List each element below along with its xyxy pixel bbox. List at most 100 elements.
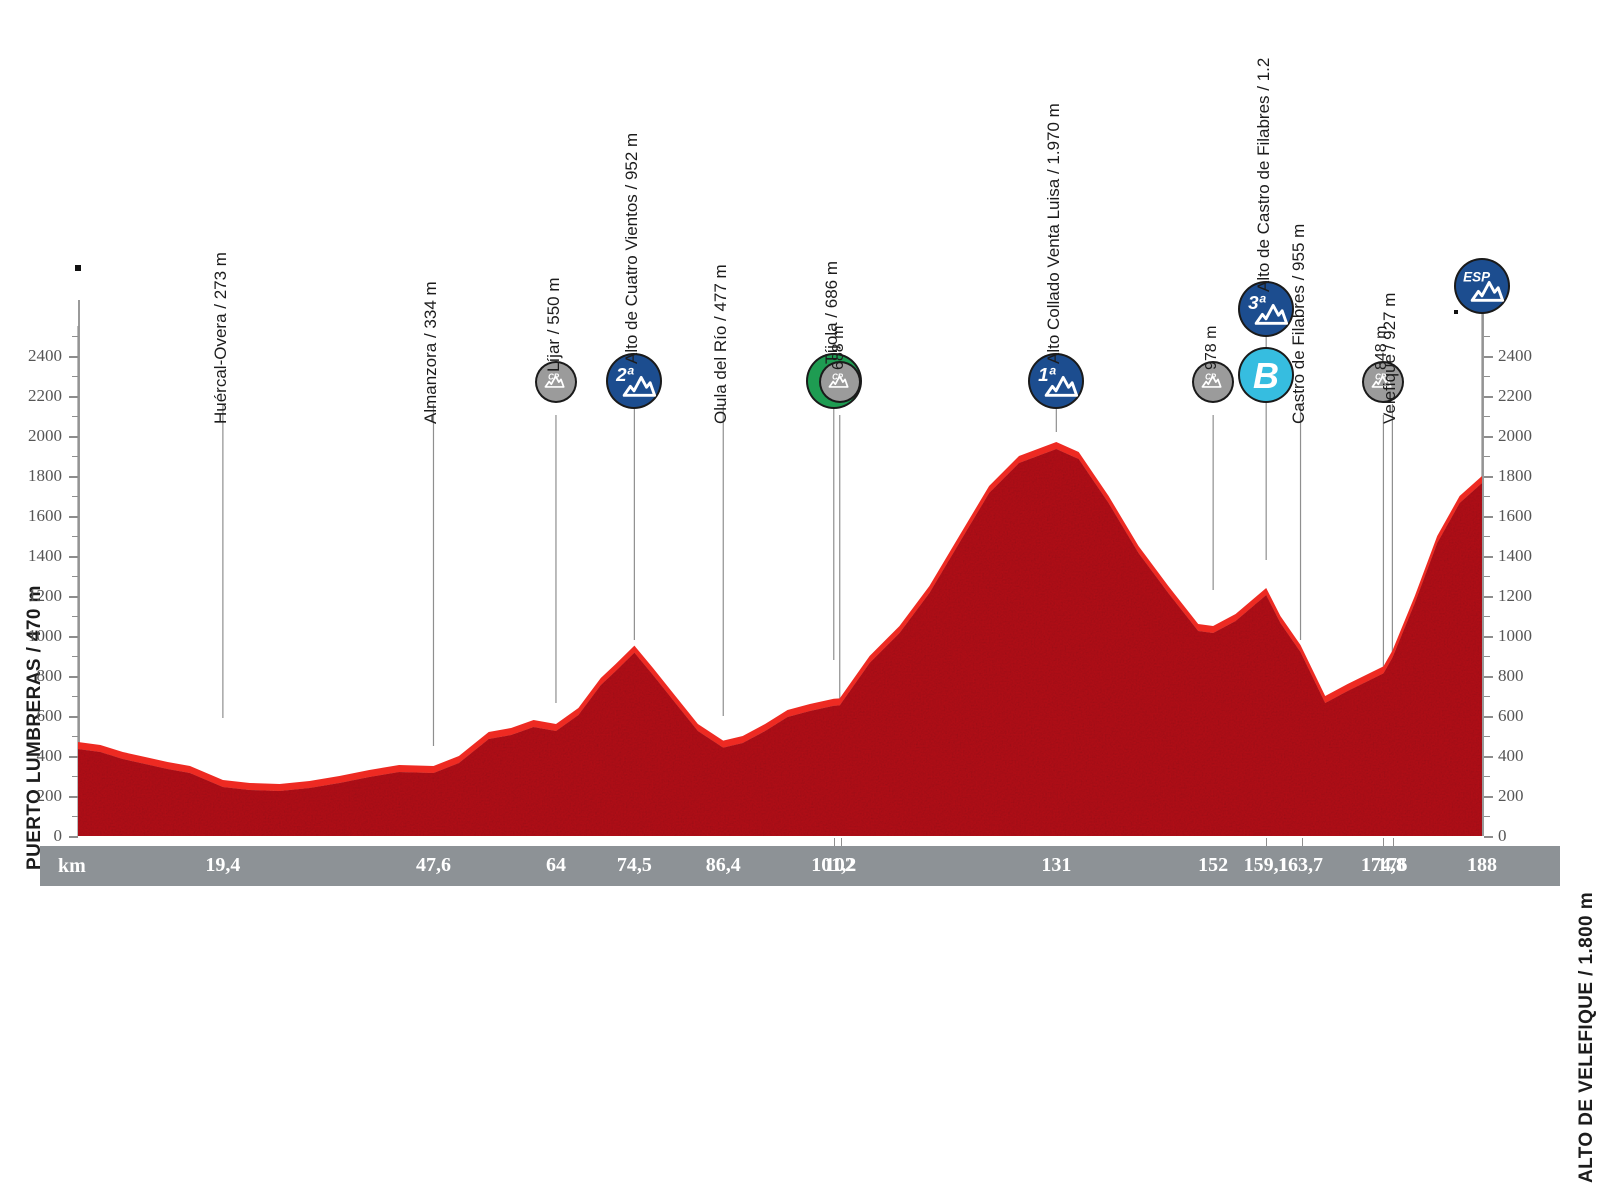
y-tick [69,516,78,518]
y-tick [1484,656,1490,657]
y-axis-label: 1400 [28,546,62,565]
marker-bonificacion[interactable]: B [1240,349,1293,401]
y-tick [69,476,78,478]
mountain-icon: 3ª [1240,283,1293,335]
y-axis-label: 0 [1498,826,1507,845]
y-tick [1484,756,1493,758]
y-tick [1484,636,1493,638]
svg-text:CP: CP [548,372,560,381]
km-axis-label: 64 [545,854,566,876]
y-tick [1484,596,1493,598]
elevation-profile-polygon [78,442,1482,836]
y-tick [1484,496,1490,497]
y-axis-label: 1800 [28,466,62,485]
y-tick [72,456,78,457]
marker-label-lijar: Líjar / 550 m [543,277,563,373]
y-tick [1484,616,1490,617]
marker-label-cp-688: 688 m [829,325,847,370]
y-tick [1484,576,1490,577]
marker-label-alto-collado-venta-luisa: Alto Collado Venta Luisa / 1.970 m [1044,103,1064,364]
y-axis-label: 2000 [1498,426,1532,445]
y-tick [1484,356,1493,358]
y-tick [72,656,78,657]
marker-alto-de-castro-de-filabres[interactable]: 3ª [1240,283,1293,335]
y-axis-label: 800 [1498,666,1524,685]
marker-alto-de-cuatro-vientos[interactable]: 2ª [608,355,661,407]
mountain-icon: 1ª [1030,355,1083,407]
y-axis-label: 600 [36,706,63,725]
y-tick [72,336,78,337]
y-axis-label: 1000 [28,626,62,645]
y-tick [69,756,78,758]
marker-label-almanzora: Almanzora / 334 m [421,281,441,424]
km-axis-label: 131 [1041,854,1072,876]
y-tick [69,556,78,558]
y-axis-label: 200 [36,786,63,805]
y-tick [72,376,78,377]
marker-cp-848[interactable]: CP [1364,363,1403,401]
y-axis-label: 0 [53,826,63,845]
marker-finish[interactable]: ESP [1456,260,1508,312]
y-axis-label: 1200 [1498,586,1532,605]
y-axis-label: 200 [1498,786,1524,805]
finish-location-title: ALTO DE VELEFIQUE / 1.800 m [1576,892,1597,1183]
y-tick [1484,736,1490,737]
marker-cp-978[interactable]: CP [1194,363,1233,401]
marker-lijar[interactable]: CP [536,363,575,401]
y-tick [1484,816,1490,817]
y-tick [69,676,78,678]
y-tick [69,436,78,438]
marker-alto-collado-venta-luisa[interactable]: 1ª [1030,355,1083,407]
marker-label-alto-de-castro-de-filabres: Alto de Castro de Filabres / 1.2 [1254,57,1274,292]
cp-icon: CP [820,363,859,401]
cp-icon: CP [536,363,575,401]
marker-label-huercal-overa: Huércal-Overa / 273 m [210,252,230,424]
y-tick [1484,476,1493,478]
y-tick [69,836,78,838]
svg-text:ESP: ESP [1463,270,1490,285]
y-tick [1484,456,1490,457]
y-tick [72,496,78,497]
y-axis-label: 800 [36,666,63,685]
km-axis-label: 188 [1467,854,1497,876]
km-axis-label: 19,4 [205,854,241,876]
y-axis-label: 2200 [28,386,62,405]
y-tick [69,796,78,798]
elevation-profile-area [78,336,1482,836]
svg-text:3ª: 3ª [1248,292,1266,313]
y-tick [1484,676,1493,678]
y-tick [72,736,78,737]
y-tick [1484,376,1490,377]
bonus-icon: B [1240,349,1293,401]
svg-text:2ª: 2ª [615,364,634,385]
y-axis-label: 1600 [28,506,62,525]
marker-label-castro-de-filabres: Castro de Filabres / 955 m [1288,223,1308,424]
svg-text:CP: CP [1205,372,1217,381]
marker-label-olula-del-rio: Olula del Río / 477 m [711,264,731,424]
km-axis-band: km 19,4 47,6 64 74,5 86,4 101,2 102 131 152 159,1… [40,846,1560,886]
y-tick [1484,796,1493,798]
marker-cp-688[interactable]: CP [820,363,859,401]
y-tick [1484,336,1490,337]
stage-profile-chart: PUERTO LUMBRERAS / 470 m ALTO DE VELEFIQ… [0,0,1600,900]
y-tick [69,356,78,358]
marker-label-velefique: Velefique / 927 m [1380,292,1400,424]
y-axis-label: 1000 [1498,626,1532,645]
marker-label-alto-de-cuatro-vientos: Alto de Cuatro Vientos / 952 m [622,132,642,364]
y-tick [72,816,78,817]
y-axis-label: 2200 [1498,386,1532,405]
y-axis-label: 1600 [1498,506,1532,525]
km-axis-label: 86,4 [705,854,741,876]
y-tick [72,416,78,417]
y-tick [72,576,78,577]
svg-text:B: B [1253,355,1279,396]
y-tick [69,716,78,718]
km-axis-label: 101,2 [811,854,857,876]
esp-mountain-icon: ESP [1456,260,1508,312]
y-tick [1484,696,1490,697]
y-axis-label: 600 [1498,706,1524,725]
svg-text:CP: CP [1376,372,1388,381]
y-tick [1484,416,1490,417]
y-tick [72,696,78,697]
svg-text:1ª: 1ª [1038,364,1056,385]
